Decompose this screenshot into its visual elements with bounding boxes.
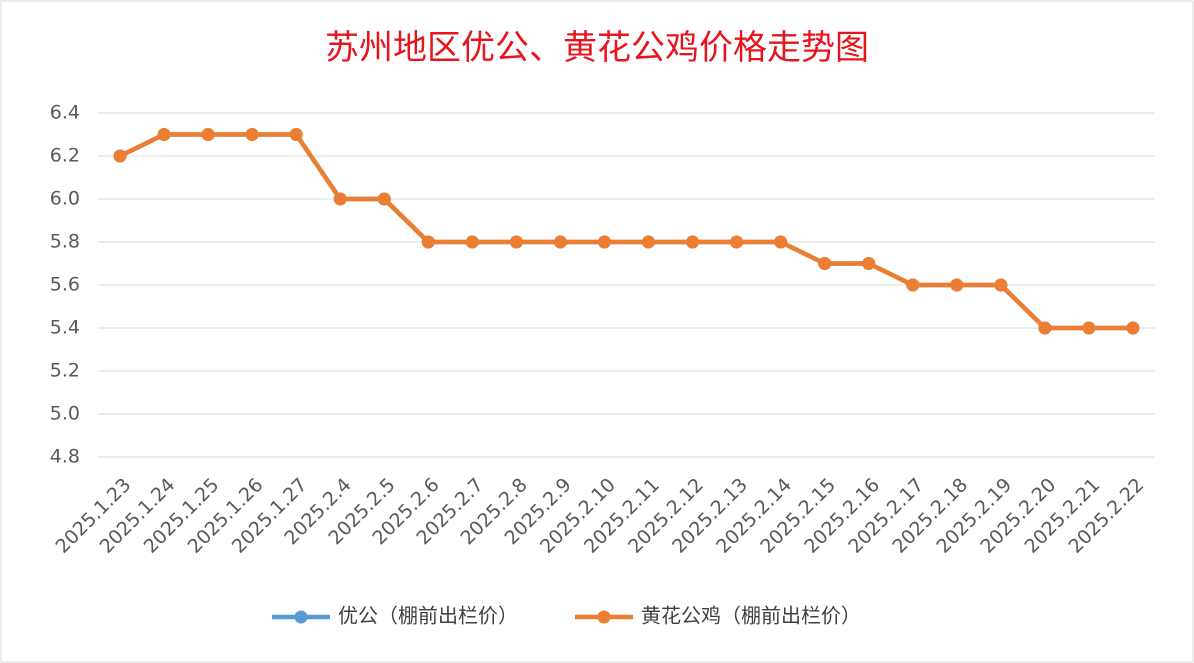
y-tick-label: 5.4 (50, 317, 80, 339)
point-marker (774, 235, 788, 249)
legend-label: 优公（棚前出栏价） (338, 604, 518, 628)
point-marker (818, 257, 832, 270)
y-tick-label: 6.4 (50, 102, 80, 124)
point-marker (1038, 321, 1052, 335)
legend-label: 黄花公鸡（棚前出栏价） (641, 604, 861, 628)
y-tick-label: 6.0 (50, 188, 80, 210)
point-marker (509, 235, 523, 249)
point-marker (597, 235, 611, 249)
point-marker (994, 278, 1008, 292)
y-tick-label: 5.2 (50, 360, 80, 382)
legend-marker (294, 610, 308, 624)
point-marker (245, 128, 259, 141)
y-tick-label: 5.8 (50, 231, 80, 253)
point-marker (289, 128, 303, 141)
point-marker (862, 257, 876, 270)
y-tick-label: 6.2 (50, 145, 80, 167)
y-tick-label: 4.8 (50, 446, 80, 468)
y-tick-label: 5.0 (50, 403, 80, 425)
point-marker (950, 278, 964, 292)
point-marker (553, 235, 567, 249)
point-marker (906, 278, 920, 292)
point-marker (686, 235, 700, 249)
point-marker (201, 128, 215, 141)
point-marker (377, 192, 391, 206)
point-marker (465, 235, 479, 249)
point-marker (113, 149, 127, 163)
chart-title: 苏州地区优公、黄花公鸡价格走势图 (325, 28, 869, 68)
point-marker (157, 128, 171, 141)
point-marker (1082, 321, 1096, 335)
y-tick-label: 5.6 (50, 274, 80, 296)
point-marker (730, 235, 744, 249)
legend-marker (597, 610, 611, 624)
point-marker (642, 235, 656, 249)
point-marker (333, 192, 347, 206)
point-marker (1126, 321, 1140, 335)
point-marker (421, 235, 435, 249)
series-line (119, 132, 1133, 331)
